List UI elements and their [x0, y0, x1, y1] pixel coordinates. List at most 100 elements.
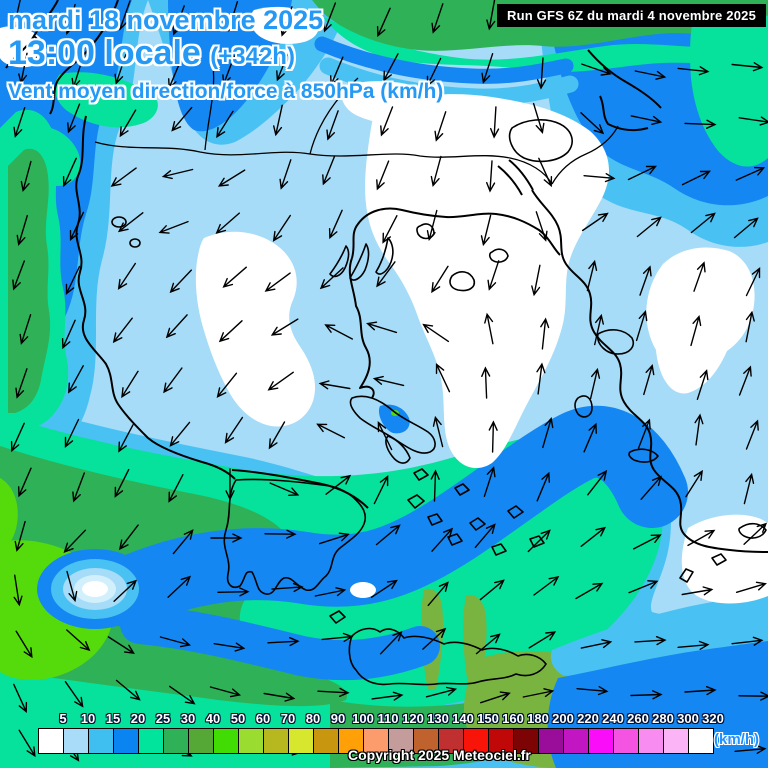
wind-arrow [627, 165, 657, 181]
wind-arrow [319, 267, 344, 290]
wind-arrow [690, 315, 702, 347]
wind-arrow [522, 688, 555, 698]
wind-arrow [216, 110, 234, 139]
wind-arrow [640, 475, 662, 500]
wind-arrow [580, 639, 613, 649]
wind-arrow [589, 367, 601, 400]
wind-arrow [681, 586, 714, 596]
legend-swatch-200 [538, 728, 564, 754]
wind-arrow [273, 104, 283, 137]
wind-arrow [209, 686, 242, 698]
wind-arrow [635, 310, 648, 342]
country-border-2 [204, 65, 215, 151]
legend-value-320: 320 [702, 711, 724, 726]
wind-arrow [430, 155, 442, 188]
legend-value-150: 150 [477, 711, 499, 726]
wind-arrow [62, 157, 77, 188]
wind-arrow [481, 53, 494, 84]
wind-arrow [745, 419, 759, 450]
legend-swatch-180 [513, 728, 539, 754]
wind-arrow [426, 57, 442, 87]
island-outline-6 [385, 435, 411, 464]
wind-arrow [484, 312, 494, 345]
island-outline-9 [574, 395, 593, 418]
legend-swatch-30 [163, 728, 189, 754]
coastline-1 [231, 469, 369, 509]
wind-arrow [218, 320, 243, 343]
wind-arrow [372, 375, 405, 387]
wind-arrow [738, 691, 768, 701]
wind-arrow [426, 209, 438, 242]
wind-arrow [745, 267, 761, 297]
wind-arrow [677, 66, 710, 76]
wind-arrow [317, 687, 350, 697]
island-outline-26 [711, 553, 727, 566]
region-white-right-mid [646, 247, 755, 394]
island-outline-18 [469, 517, 486, 531]
wind-arrow [422, 323, 450, 343]
island-outline-5 [349, 395, 436, 454]
wind-arrow [225, 468, 235, 501]
wind-arrow [639, 265, 652, 296]
wind-arrow [376, 160, 390, 191]
legend-value-70: 70 [280, 711, 296, 726]
legend-value-260: 260 [627, 711, 649, 726]
wind-arrow [12, 260, 25, 291]
wind-arrow [375, 524, 401, 546]
wind-arrow [435, 362, 451, 393]
country-border-3 [309, 77, 359, 155]
region-green-left-band-core [8, 148, 51, 413]
wind-arrow [690, 212, 716, 234]
wind-arrow [66, 570, 78, 603]
wind-arrow [594, 313, 604, 346]
wind-arrow [169, 421, 191, 447]
wind-arrow [16, 214, 28, 246]
wind-arrow [215, 212, 240, 234]
country-border-1 [551, 125, 619, 185]
legend-swatch-40 [188, 728, 214, 754]
wind-arrow [583, 422, 597, 453]
island-outline-17 [447, 533, 463, 546]
wind-arrow [693, 261, 706, 292]
wind-arrow [630, 115, 663, 125]
wind-arrow [630, 690, 663, 700]
wind-arrow [115, 679, 141, 701]
wind-arrow [380, 106, 394, 137]
wind-arrow [486, 160, 496, 193]
island-outline-14 [348, 627, 547, 686]
wind-arrow [119, 109, 137, 138]
island-outline-12 [488, 248, 509, 263]
island-outline-8 [596, 329, 634, 355]
wind-arrow [169, 269, 192, 294]
wind-arrow [322, 155, 336, 186]
island-outline-15 [407, 494, 425, 509]
island-outline-10 [628, 448, 659, 463]
region-chartreuse-left-edge [0, 478, 18, 550]
title-block: mardi 18 novembre 2025 13:00 locale (+34… [8, 6, 443, 103]
wind-arrow [159, 636, 192, 648]
legend-value-25: 25 [155, 711, 171, 726]
wind-arrow [163, 367, 183, 394]
wind-arrow [14, 520, 26, 552]
wind-arrow [685, 469, 703, 498]
region-white-top-center-a [250, 6, 319, 44]
coastline-5 [587, 49, 662, 132]
wind-arrow [61, 319, 76, 350]
wind-arrow [684, 686, 717, 696]
wind-arrow [422, 627, 447, 650]
island-outline-11 [416, 223, 435, 240]
wind-arrow [684, 119, 717, 129]
wind-arrow [110, 167, 137, 187]
run-info-box: Run GFS 6Z du mardi 4 novembre 2025 [496, 4, 766, 27]
wind-arrow [314, 587, 347, 597]
region-olive-streak-b [463, 594, 487, 692]
legend-swatch-80 [288, 728, 314, 754]
region-cyan-se-strip [550, 596, 768, 677]
wind-arrow [64, 418, 80, 448]
wind-arrow [633, 534, 662, 550]
legend-swatch-50 [213, 728, 239, 754]
wind-arrow [628, 580, 659, 594]
wind-arrow [542, 417, 554, 449]
wind-arrow [18, 729, 36, 758]
